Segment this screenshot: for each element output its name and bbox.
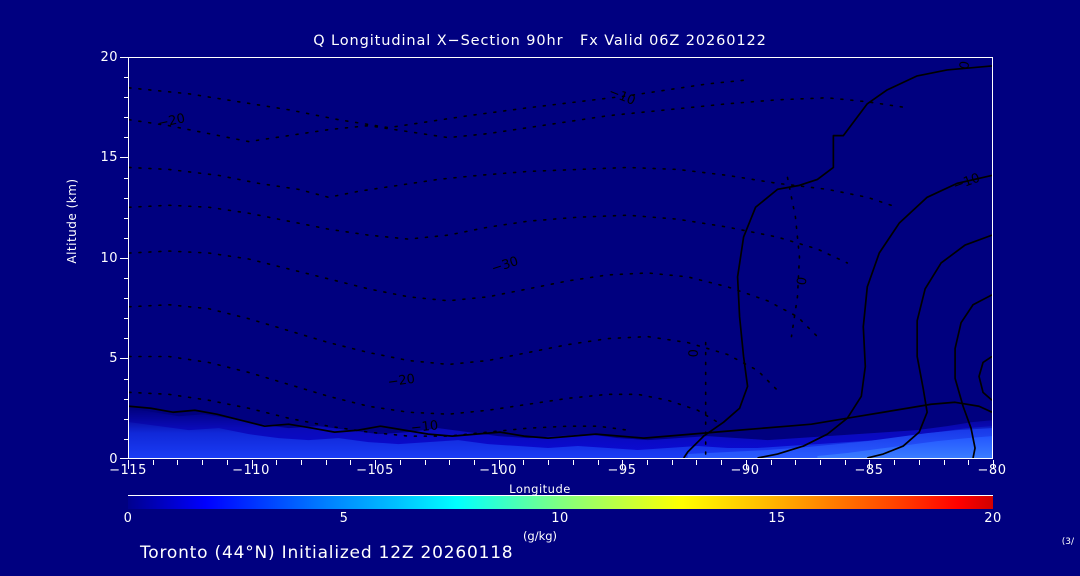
x-tick-label: −105	[356, 463, 394, 478]
x-minor-tick	[227, 460, 228, 465]
y-minor-tick	[124, 238, 129, 239]
y-major-tick	[120, 458, 129, 459]
y-minor-tick	[124, 117, 129, 118]
contour-label: 0	[687, 349, 702, 358]
x-tick-label: −110	[232, 463, 270, 478]
y-major-tick	[120, 57, 129, 58]
chart-title: Q Longitudinal X−Section 90hr Fx Valid 0…	[313, 33, 767, 49]
colorbar-tick-label: 5	[339, 511, 349, 526]
contour-label: −20	[157, 111, 187, 131]
x-minor-tick	[350, 460, 351, 465]
y-minor-tick	[124, 278, 129, 279]
dry-field	[129, 58, 992, 458]
x-minor-tick	[944, 460, 945, 465]
isotherm-solid-group	[129, 65, 992, 458]
y-minor-tick	[124, 399, 129, 400]
isotherm-dotted-group	[129, 79, 908, 458]
colorbar-tick-label: 0	[123, 511, 133, 526]
x-minor-tick	[845, 460, 846, 465]
y-minor-tick	[124, 419, 129, 420]
y-minor-tick	[124, 97, 129, 98]
x-minor-tick	[474, 460, 475, 465]
y-minor-tick	[124, 439, 129, 440]
y-minor-tick	[124, 318, 129, 319]
y-minor-tick	[124, 338, 129, 339]
x-minor-tick	[968, 460, 969, 465]
x-major-tick	[499, 460, 500, 469]
colorbar-title: Longitude	[509, 482, 571, 496]
moisture-band-2	[129, 422, 992, 458]
y-minor-tick	[124, 77, 129, 78]
x-minor-tick	[449, 460, 450, 465]
x-minor-tick	[771, 460, 772, 465]
x-tick-label: −90	[730, 463, 760, 478]
y-axis-label: Altitude (km)	[65, 178, 79, 264]
x-minor-tick	[177, 460, 178, 465]
y-tick-label: 5	[109, 351, 118, 366]
x-major-tick	[128, 460, 129, 469]
contour-label: −10	[410, 418, 439, 436]
x-minor-tick	[795, 460, 796, 465]
x-minor-tick	[919, 460, 920, 465]
colorbar-tick-label: 10	[551, 511, 569, 526]
cross-section-canvas: −20 −10 −30 −20 0 −10 −10 0 0	[129, 58, 992, 458]
x-tick-label: −115	[109, 463, 147, 478]
x-minor-tick	[598, 460, 599, 465]
contour-label: −20	[387, 372, 416, 391]
x-minor-tick	[894, 460, 895, 465]
x-tick-label: −100	[479, 463, 517, 478]
moisture-band-4	[817, 436, 992, 458]
colorbar-units: (g/kg)	[522, 529, 558, 543]
x-minor-tick	[672, 460, 673, 465]
x-minor-tick	[696, 460, 697, 465]
x-minor-tick	[721, 460, 722, 465]
x-major-tick	[746, 460, 747, 469]
x-tick-label: −85	[854, 463, 884, 478]
y-tick-label: 15	[100, 150, 118, 165]
colorbar-tick-label: 20	[984, 511, 1002, 526]
x-minor-tick	[326, 460, 327, 465]
x-minor-tick	[153, 460, 154, 465]
x-minor-tick	[202, 460, 203, 465]
x-minor-tick	[647, 460, 648, 465]
contour-label: 0	[795, 276, 811, 287]
y-tick-label: 0	[109, 452, 118, 467]
x-minor-tick	[400, 460, 401, 465]
colorbar-tick-label: 15	[768, 511, 786, 526]
y-minor-tick	[124, 137, 129, 138]
x-minor-tick	[301, 460, 302, 465]
plot-area: −20 −10 −30 −20 0 −10 −10 0 0	[128, 57, 993, 459]
x-major-tick	[252, 460, 253, 469]
y-major-tick	[120, 358, 129, 359]
y-minor-tick	[124, 218, 129, 219]
y-tick-label: 20	[100, 50, 118, 65]
y-minor-tick	[124, 298, 129, 299]
x-major-tick	[869, 460, 870, 469]
y-minor-tick	[124, 379, 129, 380]
y-major-tick	[120, 258, 129, 259]
contour-label: 0	[957, 60, 973, 71]
y-minor-tick	[124, 178, 129, 179]
x-minor-tick	[276, 460, 277, 465]
y-minor-tick	[124, 198, 129, 199]
x-tick-label: −95	[607, 463, 637, 478]
x-minor-tick	[548, 460, 549, 465]
x-major-tick	[993, 460, 994, 469]
x-minor-tick	[820, 460, 821, 465]
x-minor-tick	[523, 460, 524, 465]
y-major-tick	[120, 157, 129, 158]
x-major-tick	[375, 460, 376, 469]
colorbar	[128, 496, 993, 509]
y-tick-label: 10	[100, 251, 118, 266]
x-major-tick	[622, 460, 623, 469]
figure-caption: Toronto (44°N) Initialized 12Z 20260118	[140, 543, 514, 563]
x-minor-tick	[573, 460, 574, 465]
x-tick-label: −80	[977, 463, 1007, 478]
corner-mark: (3/	[1061, 537, 1074, 547]
x-minor-tick	[425, 460, 426, 465]
